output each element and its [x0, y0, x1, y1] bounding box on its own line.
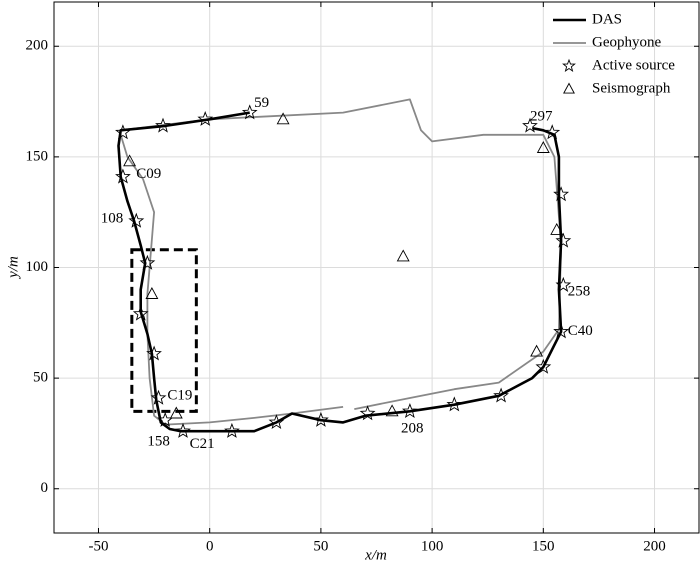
triangle-marker	[536, 141, 550, 153]
annotation: 158	[147, 434, 170, 450]
annotation: 258	[568, 283, 591, 299]
triangle-marker	[385, 404, 399, 417]
star-marker	[128, 212, 145, 228]
star-marker	[544, 124, 561, 140]
x-tick-label: 200	[643, 538, 666, 554]
legend-label: Active source	[592, 57, 675, 73]
star-marker	[535, 358, 552, 374]
triangle-marker	[145, 287, 159, 299]
star-marker	[359, 405, 376, 421]
star-marker	[553, 186, 570, 202]
legend-label: Seismograph	[592, 80, 671, 96]
star-marker	[555, 232, 572, 248]
star-marker	[115, 124, 131, 140]
annotation: C09	[136, 166, 161, 182]
annotation: C40	[568, 323, 593, 339]
annotation: C19	[167, 387, 192, 403]
star-marker	[197, 111, 214, 126]
triangle-marker	[530, 344, 544, 357]
annotation: 59	[254, 95, 269, 111]
x-tick-label: 50	[313, 538, 328, 554]
star-marker	[268, 414, 285, 430]
y-tick-label: 0	[41, 480, 49, 496]
star-marker	[150, 389, 167, 405]
annotation: 297	[530, 108, 553, 124]
legend-marker	[563, 82, 575, 94]
star-marker	[175, 422, 191, 438]
star-marker	[312, 411, 329, 427]
star-marker	[241, 104, 258, 120]
x-axis-label: x/m	[364, 547, 387, 563]
annotation: 108	[101, 210, 124, 226]
star-marker	[555, 276, 572, 292]
star-marker	[146, 345, 162, 361]
star-marker	[132, 305, 149, 321]
star-marker	[155, 117, 171, 133]
y-tick-label: 200	[26, 38, 49, 54]
triangle-marker	[169, 406, 183, 419]
star-marker	[224, 422, 240, 438]
y-tick-label: 100	[26, 259, 49, 275]
star-marker	[401, 403, 418, 419]
star-marker	[446, 396, 463, 412]
triangle-marker	[396, 249, 410, 262]
star-marker	[139, 254, 156, 270]
x-tick-label: 100	[421, 538, 444, 554]
legend-label: Geophyone	[592, 34, 661, 50]
highlight-box	[130, 248, 198, 413]
series-line	[117, 111, 563, 433]
y-tick-label: 150	[26, 148, 49, 164]
star-marker	[115, 168, 131, 184]
plot-frame	[53, 1, 700, 534]
triangle-marker	[276, 112, 290, 125]
x-tick-label: 0	[206, 538, 214, 554]
y-axis-label: y/m	[5, 256, 21, 280]
annotation: 208	[401, 420, 424, 436]
x-tick-label: -50	[88, 538, 108, 554]
triangle-marker	[123, 154, 137, 167]
x-tick-label: 150	[532, 538, 555, 554]
legend-label: DAS	[592, 11, 622, 27]
star-marker	[493, 387, 509, 403]
y-tick-label: 50	[33, 370, 48, 386]
annotation: C21	[190, 436, 215, 452]
series-line	[119, 98, 562, 426]
legend-marker	[562, 58, 576, 72]
star-marker	[522, 117, 538, 133]
triangle-marker	[550, 222, 564, 235]
star-marker	[553, 323, 570, 339]
